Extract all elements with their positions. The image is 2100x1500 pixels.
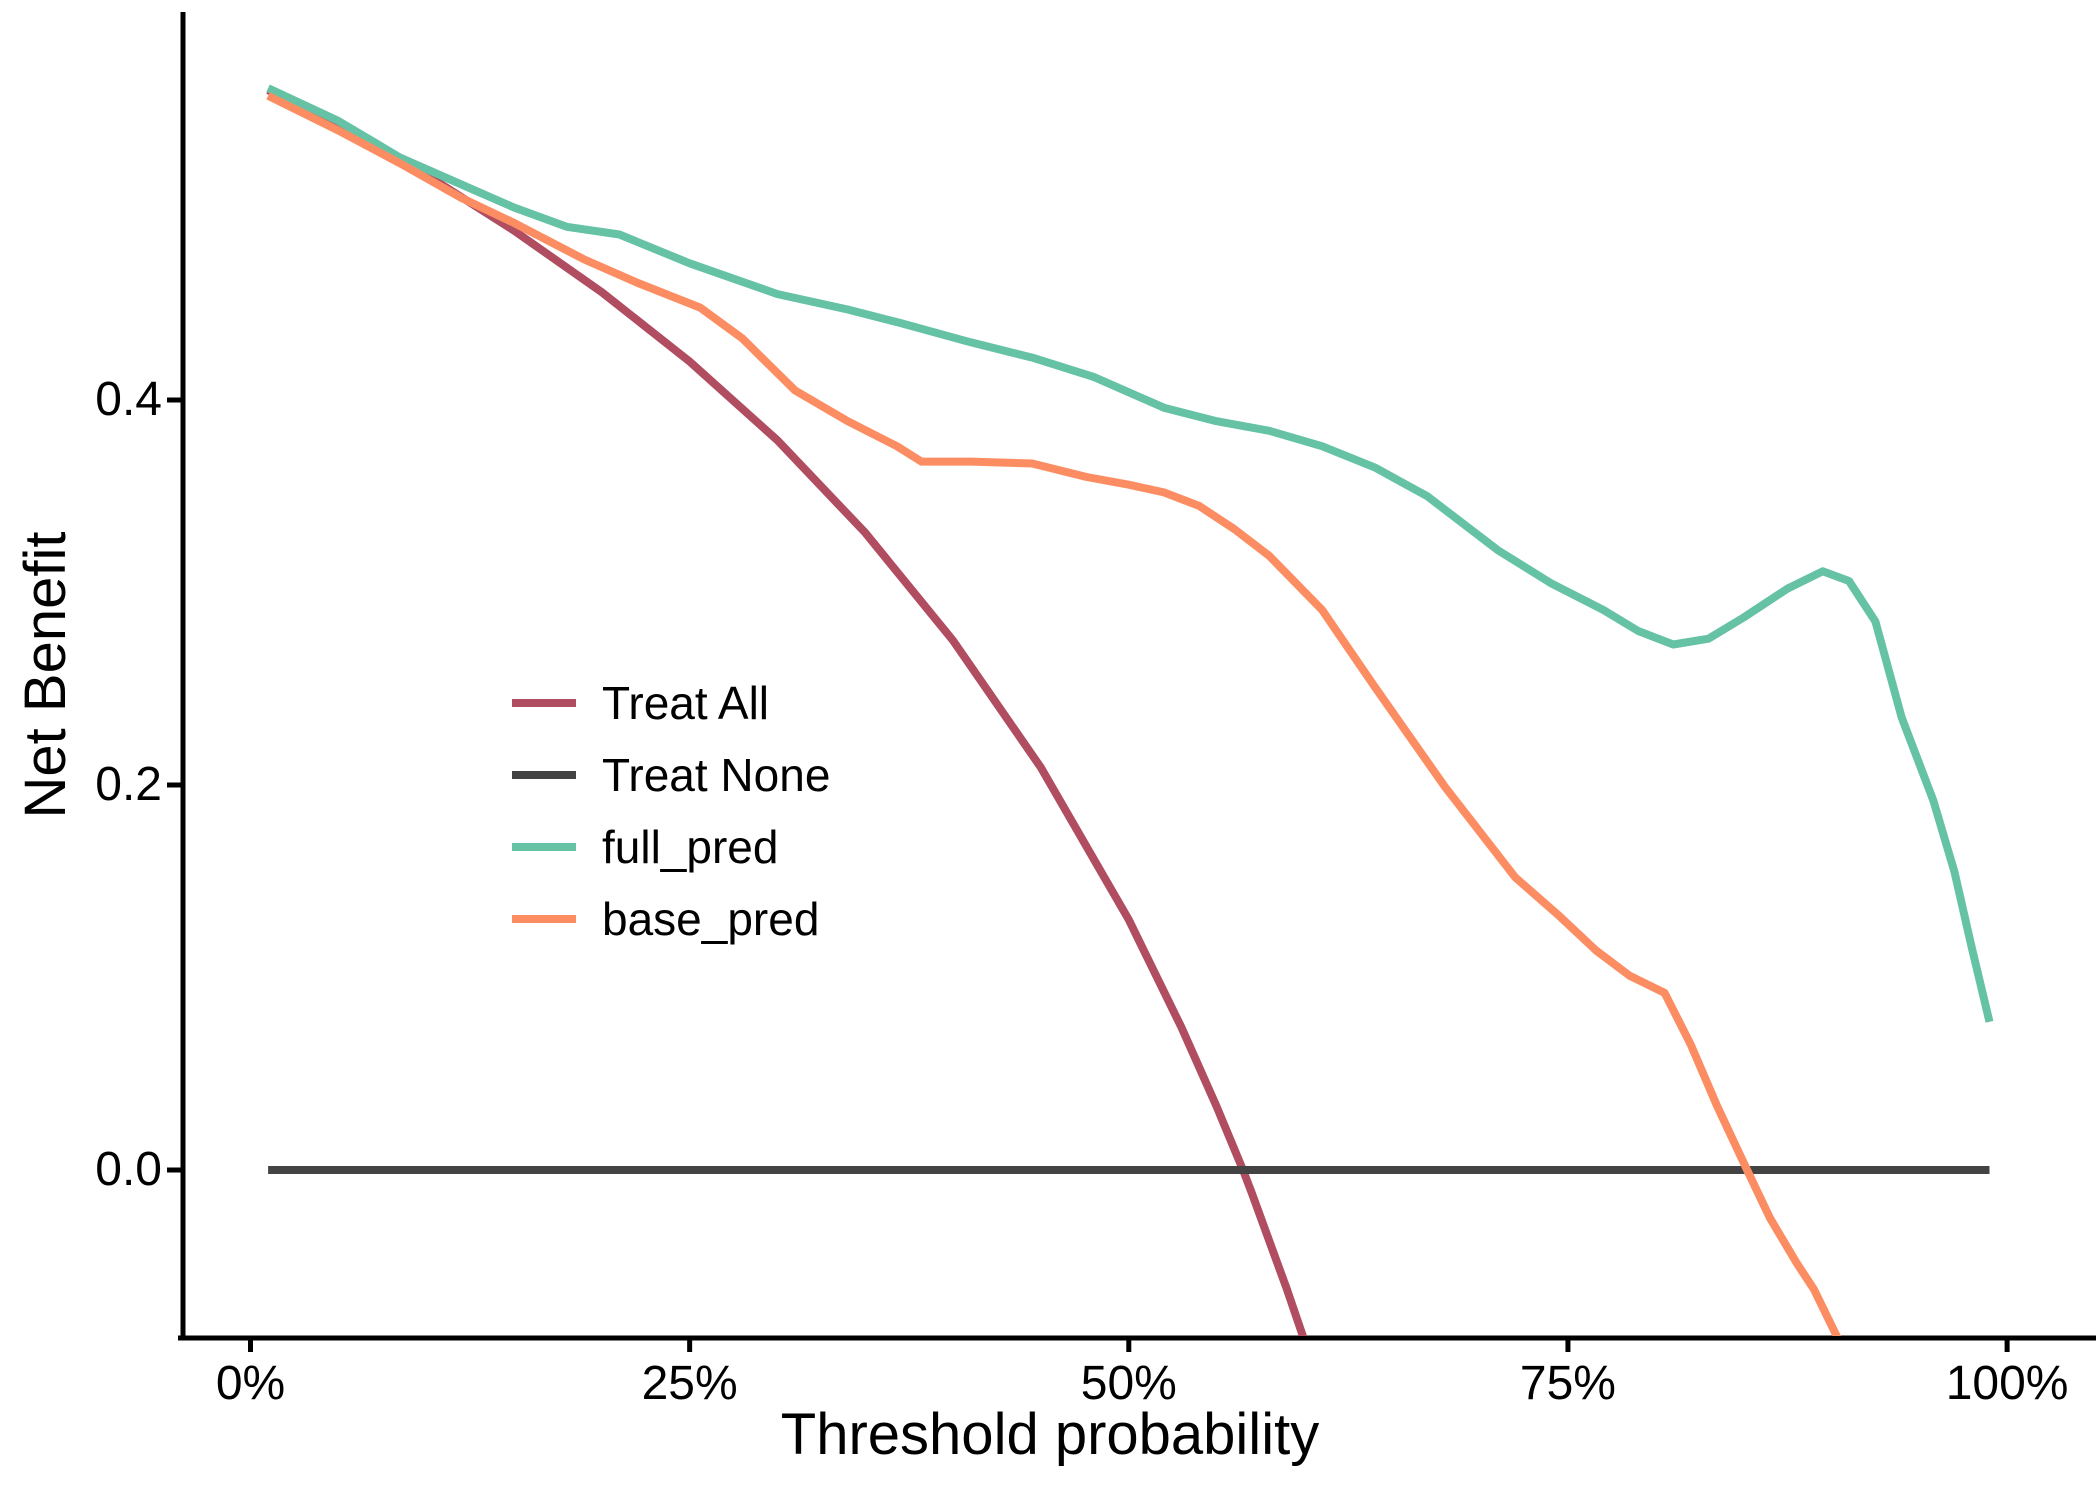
x-tick-mark — [1126, 1338, 1132, 1352]
axis-tick-marks — [167, 397, 2010, 1352]
legend-key-swatch — [512, 699, 576, 707]
legend-label: Treat All — [602, 677, 770, 729]
series-line-full_pred — [266, 84, 1994, 1023]
series-layer — [266, 84, 1994, 1336]
y-tick-label: 0.0 — [95, 1143, 162, 1196]
legend-row-Treat-All: Treat All — [512, 679, 769, 727]
y-tick-mark — [167, 1167, 181, 1173]
y-tick-label: 0.2 — [95, 758, 162, 811]
legend-row-full_pred: full_pred — [512, 823, 778, 871]
legend-row-base_pred: base_pred — [512, 895, 819, 943]
legend-label: full_pred — [602, 821, 779, 873]
legend-key-swatch — [512, 915, 576, 923]
x-tick-label: 25% — [641, 1357, 738, 1410]
x-tick-mark — [687, 1338, 693, 1352]
y-axis-title: Net Benefit — [13, 531, 78, 819]
x-tick-mark — [1565, 1338, 1571, 1352]
y-tick-label: 0.4 — [95, 373, 162, 426]
legend-key-swatch — [512, 843, 576, 851]
legend-label: base_pred — [602, 893, 820, 945]
series-line-Treat-All — [266, 86, 1308, 1336]
legend-key-swatch — [512, 771, 576, 779]
series-line-base_pred — [266, 92, 1842, 1336]
y-axis-line — [180, 12, 186, 1341]
legend-label: Treat None — [602, 749, 831, 801]
x-tick-label: 50% — [1080, 1357, 1177, 1410]
legend-row-Treat-None: Treat None — [512, 751, 830, 799]
x-tick-mark — [248, 1338, 253, 1352]
x-axis-title: Threshold probability — [780, 1402, 1320, 1467]
y-tick-mark — [167, 397, 181, 403]
x-tick-label: 100% — [1945, 1357, 2069, 1410]
x-tick-label: 75% — [1519, 1357, 1616, 1410]
x-axis-line — [178, 1335, 2096, 1341]
x-tick-label: 0% — [215, 1357, 286, 1410]
y-tick-mark — [167, 782, 181, 788]
x-tick-mark — [2004, 1338, 2010, 1352]
